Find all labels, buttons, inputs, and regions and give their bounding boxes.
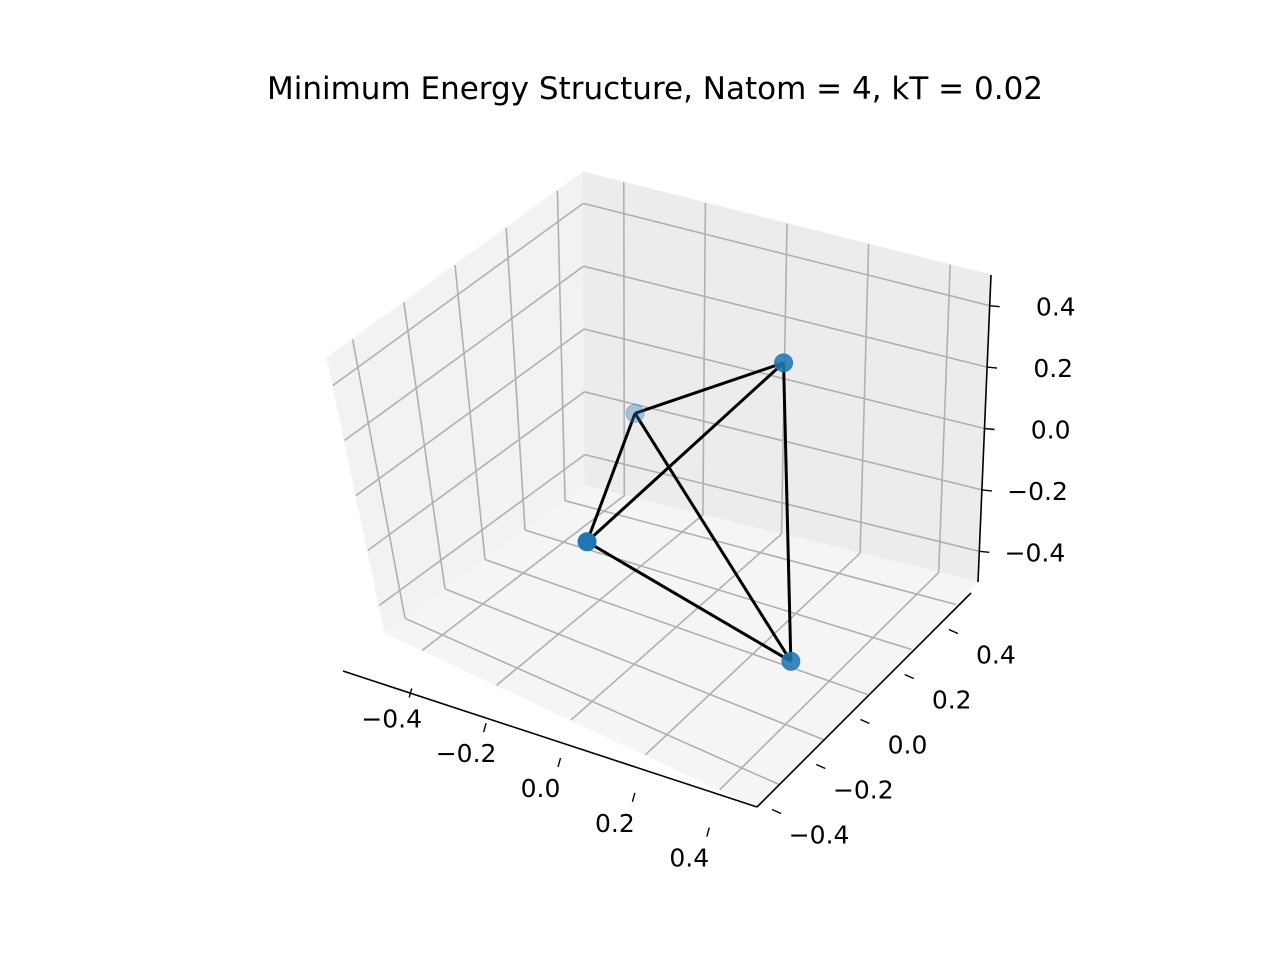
z-tick-label: 0.0 xyxy=(1031,416,1071,445)
z-grid-line-side xyxy=(367,391,585,552)
y-tick-label: −0.4 xyxy=(789,821,850,850)
x-tick-mark xyxy=(408,688,413,698)
y-tick-label: 0.2 xyxy=(932,686,972,715)
z-grid-line-back xyxy=(584,453,980,553)
y-grid-line-floor xyxy=(444,588,824,741)
chart-title: Minimum Energy Structure, Natom = 4, kT … xyxy=(267,71,1043,107)
z-tick-mark xyxy=(979,550,990,553)
y-grid-line-floor xyxy=(564,499,957,606)
x-tick-label: −0.2 xyxy=(436,739,497,768)
bond-line xyxy=(633,412,793,663)
axis-panes xyxy=(326,171,992,808)
z-tick-mark xyxy=(984,427,995,431)
y-tick-label: 0.4 xyxy=(976,641,1016,670)
x-tick-label: 0.4 xyxy=(669,844,709,873)
atom-point xyxy=(774,353,794,373)
x-tick-label: 0.2 xyxy=(595,809,635,838)
z-grid-line-side xyxy=(355,328,585,497)
atom-point xyxy=(625,403,645,423)
z-grid-line-side xyxy=(343,265,585,442)
x-tick-mark xyxy=(557,757,562,768)
atom-point xyxy=(577,532,597,552)
x-tick-label: 0.0 xyxy=(521,774,561,803)
z-tick-label: 0.4 xyxy=(1036,293,1076,322)
y-axis-line xyxy=(756,592,972,808)
y-grid-line-floor xyxy=(484,558,868,696)
z-tick-label: −0.4 xyxy=(1005,538,1066,567)
atoms xyxy=(577,353,801,671)
y-tick-label: −0.2 xyxy=(833,776,894,805)
atom-point xyxy=(781,651,801,671)
bond-line xyxy=(782,362,793,662)
y-tick-mark xyxy=(904,673,914,680)
y-tick-label: 0.0 xyxy=(888,731,928,760)
bond-line xyxy=(586,361,785,543)
bond-line xyxy=(585,412,637,543)
z-tick-label: −0.2 xyxy=(1007,477,1068,506)
bond-line xyxy=(634,361,785,415)
z-tick-mark xyxy=(987,366,998,369)
bond-line xyxy=(586,540,792,663)
y-tick-mark xyxy=(771,808,782,815)
z-tick-mark xyxy=(989,305,1000,308)
z-grid-line-side xyxy=(332,202,584,387)
x-tick-mark xyxy=(631,792,636,802)
x-tick-label: −0.4 xyxy=(361,704,422,733)
y-tick-mark xyxy=(948,628,959,635)
x-tick-mark xyxy=(482,723,487,733)
x-tick-mark xyxy=(706,827,710,837)
z-grid-line-back xyxy=(583,202,990,307)
z-grid-line-side xyxy=(378,453,586,607)
x-axis-line xyxy=(342,670,758,808)
z-grid-line-back xyxy=(583,265,988,368)
y-tick-mark xyxy=(816,763,826,770)
y-grid-line-floor xyxy=(404,617,780,786)
z-tick-mark xyxy=(981,489,992,492)
y-tick-mark xyxy=(860,718,870,725)
axis-ticks: −0.4−0.20.00.20.4−0.4−0.20.00.20.4−0.4−0… xyxy=(361,293,1075,873)
z-tick-label: 0.2 xyxy=(1033,354,1073,383)
bonds xyxy=(585,361,793,663)
